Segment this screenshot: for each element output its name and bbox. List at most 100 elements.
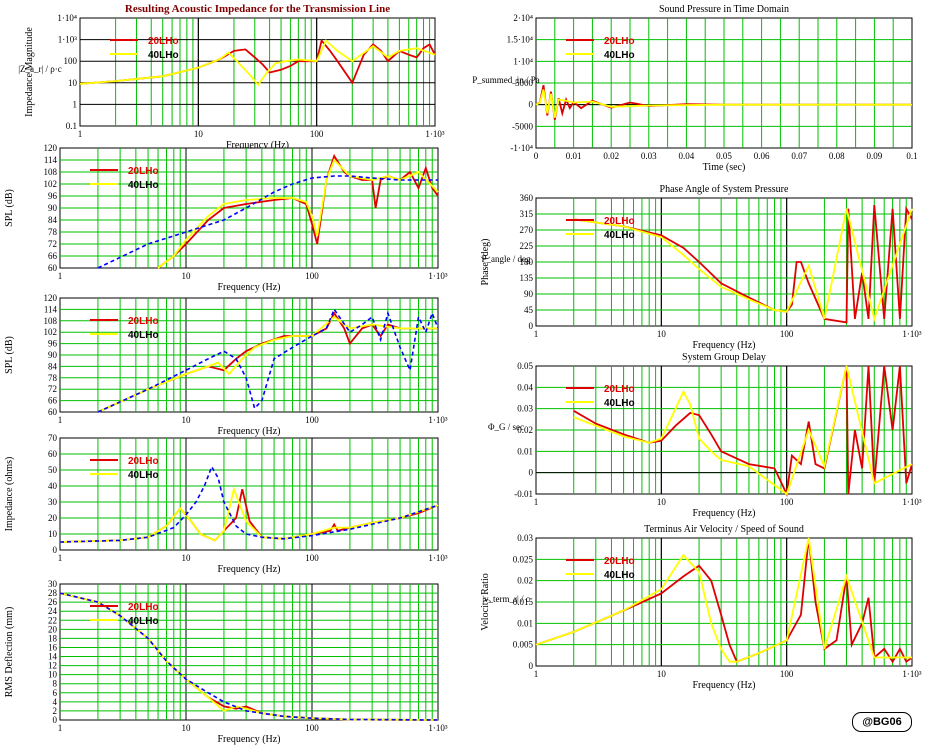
y-tick-label: 0 <box>529 100 534 110</box>
y-tick-label: 5000 <box>515 78 534 88</box>
y-tick-label: 120 <box>44 143 58 153</box>
y-tick-label: 10 <box>48 529 58 539</box>
x-tick-label: 10 <box>182 723 192 733</box>
y-tick-label: 0.1 <box>66 121 77 131</box>
legend-label: 20LHo <box>604 556 635 567</box>
chart-group_delay: -0.01 0 0.01 0.02 0.03 0.04 0.05 1 10 100 1·10³ Fre… <box>488 352 922 519</box>
x-tick-label: 1·10³ <box>425 129 444 139</box>
y-tick-label: 0.01 <box>517 618 533 628</box>
legend-label: 20LHo <box>128 456 159 467</box>
y-tick-label: 78 <box>48 373 58 383</box>
x-tick-label: 0.05 <box>716 151 732 161</box>
y-axis-label: Velocity Ratio <box>480 573 491 631</box>
x-tick-label: 1 <box>534 497 539 507</box>
y-tick-label: 90 <box>48 350 58 360</box>
y-tick-label: 114 <box>44 155 58 165</box>
series-line-blue <box>97 175 438 269</box>
x-tick-label: 1·10³ <box>428 415 447 425</box>
x-tick-label: 10 <box>182 415 192 425</box>
y-tick-label: 0.015 <box>513 597 534 607</box>
y-tick-label: 0.01 <box>517 446 533 456</box>
x-tick-label: 0.01 <box>566 151 582 161</box>
legend-label: 40LHo <box>604 398 635 409</box>
chart-terminus_velocity: 0 0.005 0.01 0.015 0.02 0.025 0.03 1 10 100 1·10³ F… <box>480 524 922 691</box>
x-tick-label: 0.03 <box>641 151 657 161</box>
x-axis-label: Frequency (Hz) <box>692 340 755 351</box>
series-line-40lho <box>535 537 912 663</box>
y-tick-label: 0 <box>529 468 534 478</box>
x-tick-label: 100 <box>305 723 319 733</box>
y-tick-label: 0.03 <box>517 533 533 543</box>
legend-label: 20LHo <box>148 36 179 47</box>
plot-area <box>79 17 436 127</box>
x-tick-label: 0.08 <box>829 151 845 161</box>
y-tick-label: 225 <box>520 241 534 251</box>
legend-label: 20LHo <box>604 216 635 227</box>
x-tick-label: 100 <box>305 553 319 563</box>
y-tick-label: 78 <box>48 227 58 237</box>
x-axis-label: Frequency (Hz) <box>692 680 755 691</box>
y-tick-label: 40 <box>48 481 58 491</box>
y-tick-label: 24 <box>48 606 58 616</box>
legend-label: 40LHo <box>604 230 635 241</box>
x-axis-label: Frequency (Hz) <box>226 140 289 151</box>
chart-title: Resulting Acoustic Impedance for the Tra… <box>125 3 390 15</box>
y-tick-label: 0 <box>53 545 58 555</box>
y-tick-label: 18 <box>48 633 58 643</box>
y-tick-label: 50 <box>48 465 58 475</box>
series-line-20lho <box>97 311 438 413</box>
y-axis-symbol-label: P_summed_in / Pa <box>472 75 540 85</box>
x-tick-label: 1 <box>58 553 63 563</box>
y-tick-label: 66 <box>48 396 58 406</box>
y-axis-symbol-label: |v_term_r| / c <box>482 594 530 604</box>
y-axis-label: Impedance (ohms) <box>4 457 15 532</box>
y-tick-label: 22 <box>48 615 57 625</box>
series-line-20lho <box>573 205 913 324</box>
y-tick-label: 66 <box>48 251 58 261</box>
y-tick-label: 2·10⁴ <box>513 13 533 23</box>
y-tick-label: 90 <box>48 203 58 213</box>
y-tick-label: 45 <box>524 305 534 315</box>
y-axis-label: SPL (dB) <box>4 189 15 227</box>
y-axis-label: Impedance Magnitude <box>24 27 35 117</box>
chart-impedance_ohm: 0 10 20 30 40 50 60 70 1 10 100 1·10³ Frequency (Hz)… <box>4 433 448 575</box>
x-tick-label: 1·10³ <box>902 669 921 679</box>
series-line-blue <box>59 464 439 543</box>
x-axis-label: Frequency (Hz) <box>217 734 280 745</box>
series-line-40lho <box>573 208 913 323</box>
y-tick-label: 20 <box>48 513 58 523</box>
y-tick-label: 0 <box>529 321 534 331</box>
series-line-20lho <box>573 365 913 498</box>
y-axis-symbol-label: P_angle / deg <box>482 254 531 264</box>
y-tick-label: 26 <box>48 597 58 607</box>
x-axis-label: Frequency (Hz) <box>692 508 755 519</box>
x-tick-label: 10 <box>182 271 192 281</box>
series-line-40lho <box>79 39 436 87</box>
chart-title: Terminus Air Velocity / Speed of Sound <box>644 524 804 535</box>
chart-sound_pressure: -1·10⁴ -5000 0 5000 1·10⁴ 1.5·10⁴ 2·10⁴ 0 0.01 0.… <box>472 4 917 173</box>
y-tick-label: 0.02 <box>517 425 533 435</box>
y-tick-label: 1·10⁴ <box>57 13 77 23</box>
y-tick-label: 0.02 <box>517 576 533 586</box>
chart-phase: 0 45 90 135 180 225 270 315 360 1 10 100 1·10³ Freque… <box>480 184 922 351</box>
chart-title: Sound Pressure in Time Domain <box>659 4 789 15</box>
x-tick-label: 0.1 <box>906 151 917 161</box>
legend-label: 40LHo <box>128 616 159 627</box>
x-tick-label: 10 <box>657 669 667 679</box>
y-tick-label: 16 <box>48 642 58 652</box>
y-tick-label: 14 <box>48 652 58 662</box>
y-tick-label: 2 <box>53 706 58 716</box>
x-tick-label: 1·10³ <box>428 723 447 733</box>
y-tick-label: 96 <box>48 339 58 349</box>
chart-title: System Group Delay <box>682 352 766 363</box>
y-tick-label: 30 <box>48 497 58 507</box>
x-tick-label: 1·10³ <box>902 497 921 507</box>
x-tick-label: 1 <box>58 271 63 281</box>
x-tick-label: 100 <box>780 329 794 339</box>
y-tick-label: 30 <box>48 579 58 589</box>
y-axis-symbol-label: |Z_a_r| / ρ·c <box>18 64 62 74</box>
legend-label: 40LHo <box>604 570 635 581</box>
